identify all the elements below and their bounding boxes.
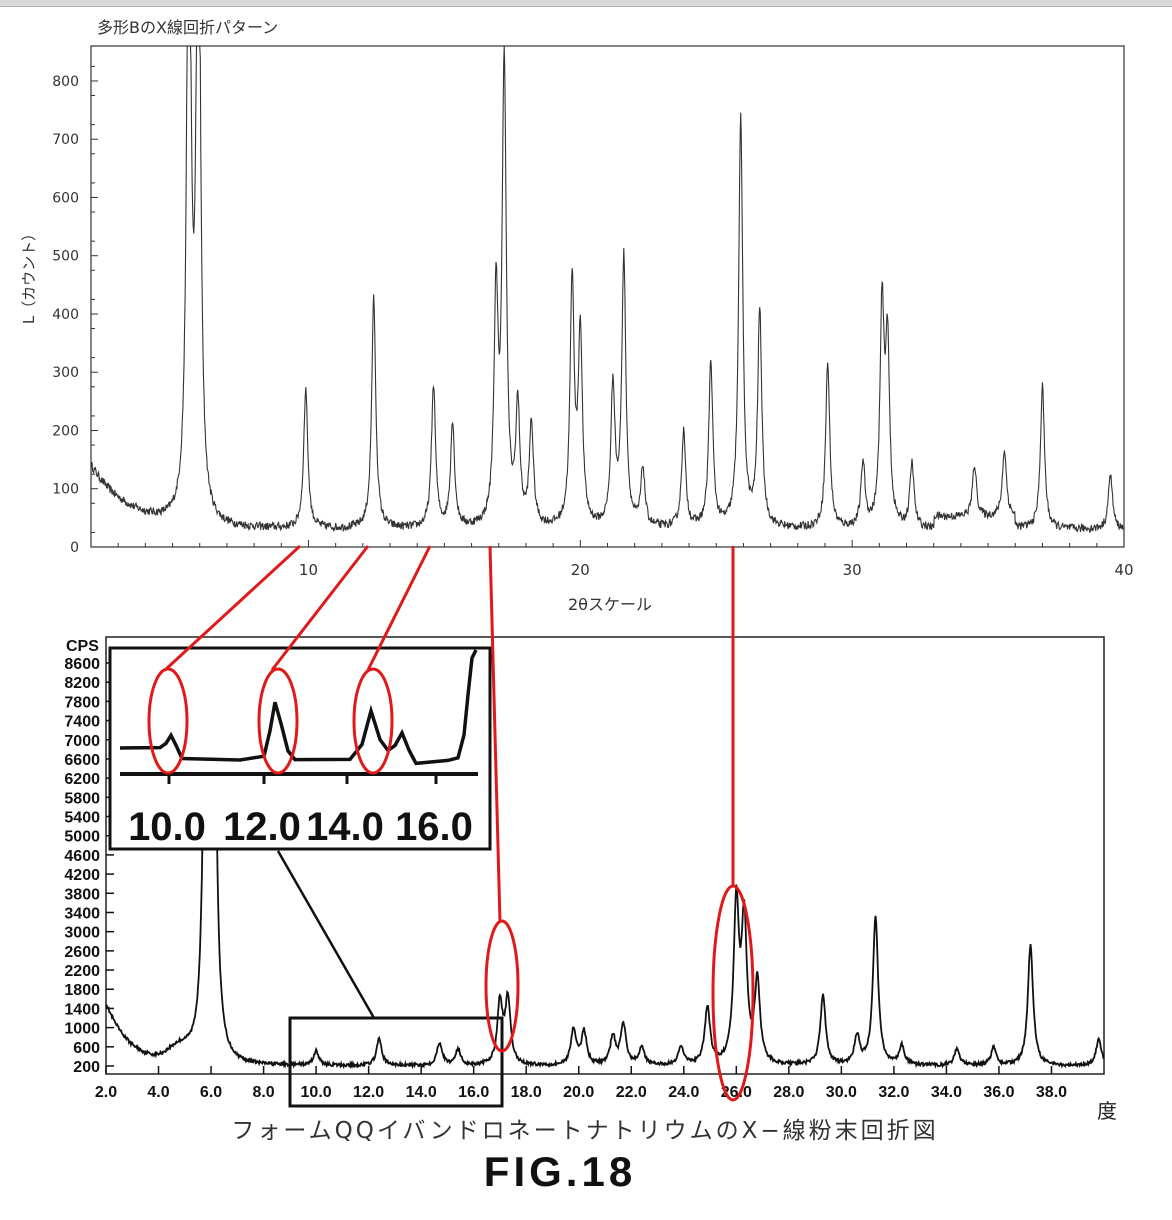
- bottom-x-tick-label: 8.0: [252, 1084, 274, 1101]
- top-y-tick-label: 0: [70, 540, 79, 556]
- bottom-y-tick-label: 3000: [64, 925, 100, 942]
- bottom-y-tick-label: 5800: [64, 790, 100, 807]
- top-chart-title: 多形BのX線回折パターン: [97, 18, 278, 37]
- bottom-y-tick-label: 2600: [64, 944, 100, 961]
- bottom-y-tick-label: 5000: [64, 829, 100, 846]
- top-diffraction-trace: [91, 46, 1124, 532]
- inset-connector-line: [278, 851, 374, 1018]
- top-x-tick-label: 20: [571, 561, 590, 579]
- bottom-caption: フォームQQイバンドロネートナトリウムのX−線粉末回折図: [231, 1118, 938, 1144]
- bottom-y-tick-label: 6600: [64, 752, 100, 769]
- bottom-x-tick-label: 22.0: [616, 1084, 647, 1101]
- bottom-x-tick-label: 2.0: [95, 1084, 117, 1101]
- inset-tick-label: 10.0: [128, 805, 206, 849]
- bottom-x-tick-label: 36.0: [983, 1084, 1014, 1101]
- bottom-x-tick-label: 20.0: [563, 1084, 594, 1101]
- bottom-y-tick-label: 1000: [64, 1021, 100, 1038]
- bottom-x-tick-label: 18.0: [511, 1084, 542, 1101]
- bottom-y-tick-label: 4200: [64, 867, 100, 884]
- top-x-tick-label: 40: [1114, 561, 1133, 579]
- bottom-x-tick-label: 16.0: [458, 1084, 489, 1101]
- bottom-y-tick-label: 7000: [64, 733, 100, 750]
- bottom-x-tick-label: 32.0: [878, 1084, 909, 1101]
- bottom-y-tick-label: 3800: [64, 886, 100, 903]
- top-x-tick-label: 10: [299, 561, 318, 579]
- top-chart: 多形BのX線回折パターン 0 100 200 300 400 500 600 700 800 1…: [20, 18, 1134, 614]
- bottom-x-tick-label: 38.0: [1036, 1084, 1067, 1101]
- top-y-tick-label: 400: [52, 307, 79, 323]
- figure-canvas: 多形BのX線回折パターン 0 100 200 300 400 500 600 700 800 1…: [0, 0, 1172, 1220]
- figure-label: FIG.18: [484, 1148, 636, 1195]
- bottom-y-tick-label: 2200: [64, 963, 100, 980]
- inset-tick-label: 16.0: [395, 805, 473, 849]
- bottom-y-tick-label: 1400: [64, 1001, 100, 1018]
- bottom-x-axis: 2.0 4.0 6.0 8.0 10.0 12.0 14.0 16.0 18.0 20.0 22.0…: [95, 1066, 1067, 1101]
- top-plot-frame: [91, 46, 1124, 547]
- bottom-y-tick-label: 8200: [64, 675, 100, 692]
- bottom-y-tick-label: 8600: [64, 656, 100, 673]
- bottom-y-tick-label: 6200: [64, 771, 100, 788]
- bottom-y-tick-label: 1800: [64, 982, 100, 999]
- top-y-tick-label: 500: [52, 249, 79, 265]
- top-y-tick-label: 600: [52, 190, 79, 206]
- inset-tick-label: 14.0: [306, 805, 384, 849]
- bottom-x-tick-label: 12.0: [353, 1084, 384, 1101]
- top-y-tick-label: 800: [52, 74, 79, 90]
- bottom-y-unit-label: CPS: [66, 638, 99, 655]
- top-x-tick-label: 30: [843, 561, 862, 579]
- top-y-tick-label: 700: [52, 132, 79, 148]
- top-x-axis-label: 2θスケール: [568, 595, 652, 614]
- bottom-x-unit-label: 度: [1097, 1099, 1117, 1123]
- bottom-y-tick-label: 7800: [64, 694, 100, 711]
- top-y-axis-label: L（カウント）: [20, 226, 38, 324]
- top-y-tick-label: 100: [52, 482, 79, 498]
- top-y-tick-label: 200: [52, 423, 79, 439]
- bottom-y-tick-label: 200: [73, 1059, 100, 1076]
- bottom-x-tick-label: 4.0: [147, 1084, 169, 1101]
- inset-panel: 10.0 12.014.016.0: [110, 648, 490, 849]
- bottom-x-tick-label: 10.0: [301, 1084, 332, 1101]
- bottom-y-tick-label: 5400: [64, 810, 100, 827]
- bottom-y-tick-label: 7400: [64, 714, 100, 731]
- bottom-x-tick-label: 34.0: [931, 1084, 962, 1101]
- inset-tick-label: 12.0: [223, 805, 301, 849]
- bottom-x-tick-label: 14.0: [406, 1084, 437, 1101]
- bottom-x-tick-label: 6.0: [200, 1084, 222, 1101]
- bottom-y-tick-label: 600: [73, 1040, 100, 1057]
- bottom-y-tick-label: 4600: [64, 848, 100, 865]
- bottom-x-tick-label: 24.0: [668, 1084, 699, 1101]
- bottom-y-tick-label: 3400: [64, 905, 100, 922]
- top-y-tick-label: 300: [52, 365, 79, 381]
- bottom-x-tick-label: 28.0: [773, 1084, 804, 1101]
- bottom-x-tick-label: 30.0: [826, 1084, 857, 1101]
